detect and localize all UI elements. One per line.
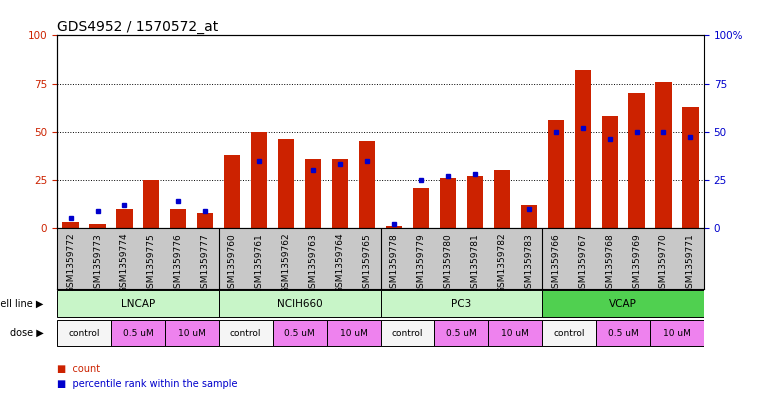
Bar xyxy=(386,226,402,228)
Text: control: control xyxy=(392,329,423,338)
Text: GSM1359773: GSM1359773 xyxy=(93,233,102,294)
Bar xyxy=(224,155,240,228)
Bar xyxy=(655,82,672,228)
Bar xyxy=(219,320,272,346)
Bar xyxy=(272,320,326,346)
Text: GSM1359760: GSM1359760 xyxy=(228,233,237,294)
Text: GSM1359770: GSM1359770 xyxy=(659,233,668,294)
Bar xyxy=(489,320,542,346)
Text: control: control xyxy=(553,329,585,338)
Bar xyxy=(332,159,348,228)
Bar xyxy=(305,159,321,228)
Bar xyxy=(548,120,564,228)
Text: cell line ▶: cell line ▶ xyxy=(0,299,43,309)
Text: GSM1359762: GSM1359762 xyxy=(282,233,291,294)
Bar xyxy=(543,320,596,346)
Text: LNCAP: LNCAP xyxy=(121,299,155,309)
Bar xyxy=(359,141,375,228)
Bar xyxy=(380,320,435,346)
Text: 10 uM: 10 uM xyxy=(663,329,691,338)
Bar xyxy=(197,213,213,228)
Text: GSM1359768: GSM1359768 xyxy=(605,233,614,294)
Text: GSM1359779: GSM1359779 xyxy=(416,233,425,294)
Text: control: control xyxy=(68,329,100,338)
Text: dose ▶: dose ▶ xyxy=(10,328,43,338)
Text: 10 uM: 10 uM xyxy=(178,329,205,338)
Bar xyxy=(111,320,165,346)
Text: 10 uM: 10 uM xyxy=(339,329,368,338)
Bar xyxy=(57,290,219,317)
Text: GSM1359765: GSM1359765 xyxy=(362,233,371,294)
Text: GSM1359776: GSM1359776 xyxy=(174,233,183,294)
Bar xyxy=(219,290,380,317)
Text: 10 uM: 10 uM xyxy=(501,329,529,338)
Bar xyxy=(116,209,132,228)
Bar xyxy=(412,187,429,228)
Bar xyxy=(650,320,704,346)
Text: GSM1359766: GSM1359766 xyxy=(551,233,560,294)
Bar xyxy=(543,290,704,317)
Text: ■  count: ■ count xyxy=(57,364,100,373)
Text: GSM1359761: GSM1359761 xyxy=(255,233,264,294)
Text: 0.5 uM: 0.5 uM xyxy=(608,329,638,338)
Text: PC3: PC3 xyxy=(451,299,472,309)
Text: control: control xyxy=(230,329,262,338)
Bar xyxy=(57,320,111,346)
Text: GDS4952 / 1570572_at: GDS4952 / 1570572_at xyxy=(57,20,218,34)
Text: VCAP: VCAP xyxy=(609,299,637,309)
Bar xyxy=(440,178,456,228)
Text: GSM1359771: GSM1359771 xyxy=(686,233,695,294)
Text: GSM1359778: GSM1359778 xyxy=(390,233,399,294)
Bar xyxy=(170,209,186,228)
Text: GSM1359775: GSM1359775 xyxy=(147,233,156,294)
Bar xyxy=(380,290,542,317)
Text: GSM1359777: GSM1359777 xyxy=(201,233,210,294)
Bar xyxy=(601,116,618,228)
Bar xyxy=(251,132,267,228)
Text: 0.5 uM: 0.5 uM xyxy=(123,329,153,338)
Text: 0.5 uM: 0.5 uM xyxy=(285,329,315,338)
Bar xyxy=(596,320,650,346)
Text: GSM1359781: GSM1359781 xyxy=(470,233,479,294)
Bar xyxy=(278,140,295,228)
Bar xyxy=(521,205,537,228)
Bar xyxy=(143,180,160,228)
Text: GSM1359764: GSM1359764 xyxy=(336,233,345,294)
Text: GSM1359767: GSM1359767 xyxy=(578,233,587,294)
Bar xyxy=(494,170,510,228)
Bar xyxy=(435,320,489,346)
Text: GSM1359774: GSM1359774 xyxy=(120,233,129,294)
Text: GSM1359782: GSM1359782 xyxy=(497,233,506,294)
Text: GSM1359769: GSM1359769 xyxy=(632,233,641,294)
Bar xyxy=(466,176,483,228)
Text: ■  percentile rank within the sample: ■ percentile rank within the sample xyxy=(57,379,237,389)
Bar xyxy=(90,224,106,228)
Bar xyxy=(165,320,219,346)
Bar xyxy=(575,70,591,228)
Bar xyxy=(326,320,380,346)
Text: GSM1359783: GSM1359783 xyxy=(524,233,533,294)
Bar xyxy=(629,93,645,228)
Text: GSM1359772: GSM1359772 xyxy=(66,233,75,294)
Text: GSM1359780: GSM1359780 xyxy=(444,233,452,294)
Bar xyxy=(62,222,78,228)
Bar xyxy=(683,107,699,228)
Text: 0.5 uM: 0.5 uM xyxy=(446,329,476,338)
Text: GSM1359763: GSM1359763 xyxy=(309,233,317,294)
Text: NCIH660: NCIH660 xyxy=(277,299,323,309)
